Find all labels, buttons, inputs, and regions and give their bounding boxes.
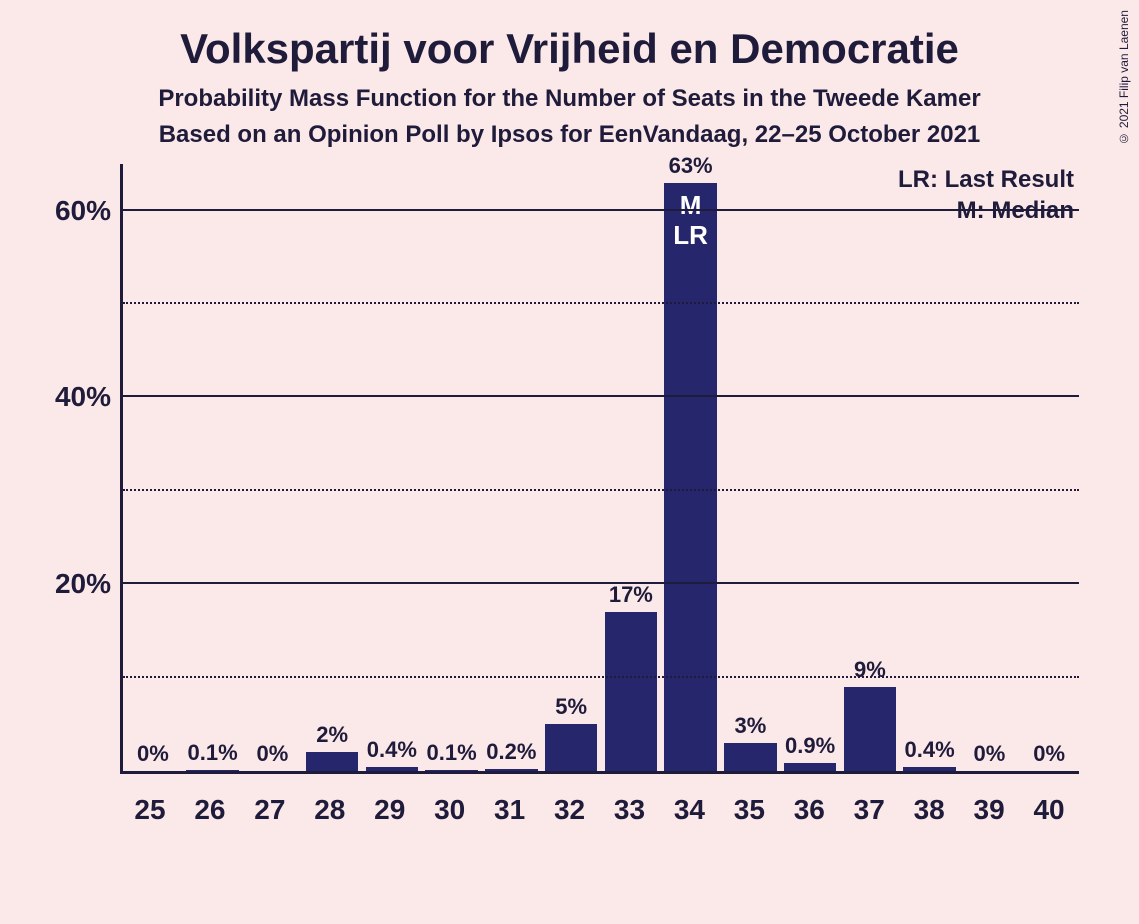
x-axis-label: 33 (600, 784, 660, 834)
x-axis-label: 36 (779, 784, 839, 834)
gridline-major: 60% (123, 209, 1079, 211)
bars-container: 0%0.1%0%2%0.4%0.1%0.2%5%17%63%MLR3%0.9%9… (123, 164, 1079, 771)
bar-value-label: 0% (256, 741, 288, 767)
bar-value-label: 0% (1033, 741, 1065, 767)
chart-subtitle-2: Based on an Opinion Poll by Ipsos for Ee… (40, 121, 1099, 149)
gridline-minor (123, 489, 1079, 491)
x-axis-label: 25 (120, 784, 180, 834)
bar-value-label: 5% (555, 694, 587, 720)
bar-slot: 63%MLR (661, 164, 721, 771)
bar: 0.4% (366, 767, 419, 771)
x-axis-label: 31 (480, 784, 540, 834)
x-axis-labels: 25262728293031323334353637383940 (120, 784, 1079, 834)
bar-slot: 5% (541, 164, 601, 771)
bar-value-label: 0.1% (188, 740, 238, 766)
bar-value-label: 0.9% (785, 733, 835, 759)
bar-slot: 0% (960, 164, 1020, 771)
x-axis-label: 34 (659, 784, 719, 834)
bar: 9% (844, 687, 897, 771)
chart-title: Volkspartij voor Vrijheid en Democratie (40, 25, 1099, 73)
bar-value-label: 63% (669, 153, 713, 179)
gridline-major: 20% (123, 582, 1079, 584)
x-axis-label: 32 (540, 784, 600, 834)
x-axis-label: 27 (240, 784, 300, 834)
bar-value-label: 17% (609, 582, 653, 608)
chart-container: © 2021 Filip van Laenen Volkspartij voor… (0, 0, 1139, 924)
bar-slot: 2% (302, 164, 362, 771)
bar-value-label: 9% (854, 657, 886, 683)
bar-slot: 0% (243, 164, 303, 771)
x-axis-label: 26 (180, 784, 240, 834)
bar: 63%MLR (664, 183, 717, 771)
bar: 2% (306, 752, 359, 771)
bar-value-label: 0.4% (367, 737, 417, 763)
bar-slot: 0.1% (183, 164, 243, 771)
x-axis-label: 29 (360, 784, 420, 834)
x-axis-label: 40 (1019, 784, 1079, 834)
bar-slot: 3% (721, 164, 781, 771)
bar: 0.4% (903, 767, 956, 771)
bar-slot: 0.4% (900, 164, 960, 771)
chart-area: LR: Last Result M: Median 0%0.1%0%2%0.4%… (120, 164, 1079, 834)
bar-slot: 0% (123, 164, 183, 771)
bar-slot: 0% (1019, 164, 1079, 771)
bar: 0.1% (186, 770, 239, 771)
bar: 17% (605, 612, 658, 771)
bar-value-label: 0% (973, 741, 1005, 767)
bar: 0.2% (485, 769, 538, 771)
bar-value-label: 0.1% (427, 740, 477, 766)
bar-value-label: 0% (137, 741, 169, 767)
bar-slot: 0.9% (780, 164, 840, 771)
y-axis-label: 40% (55, 381, 123, 413)
gridline-minor (123, 676, 1079, 678)
y-axis-label: 20% (55, 568, 123, 600)
x-axis-label: 37 (839, 784, 899, 834)
bar-value-label: 0.4% (905, 737, 955, 763)
bar-annotation: MLR (673, 191, 708, 251)
bar-annotation-line: LR (673, 221, 708, 251)
gridline-major: 40% (123, 395, 1079, 397)
bar: 5% (545, 724, 598, 771)
bar-value-label: 2% (316, 722, 348, 748)
bar-slot: 0.2% (482, 164, 542, 771)
plot-region: 0%0.1%0%2%0.4%0.1%0.2%5%17%63%MLR3%0.9%9… (120, 164, 1079, 774)
x-axis-label: 28 (300, 784, 360, 834)
bar-annotation-line: M (673, 191, 708, 221)
x-axis-label: 39 (959, 784, 1019, 834)
bar: 3% (724, 743, 777, 771)
chart-subtitle-1: Probability Mass Function for the Number… (40, 85, 1099, 113)
bar-slot: 0.4% (362, 164, 422, 771)
bar: 0.1% (425, 770, 478, 771)
bar-slot: 9% (840, 164, 900, 771)
bar-value-label: 3% (734, 713, 766, 739)
x-axis-label: 30 (420, 784, 480, 834)
bar-slot: 0.1% (422, 164, 482, 771)
bar-value-label: 0.2% (486, 739, 536, 765)
bar: 0.9% (784, 763, 837, 771)
x-axis-label: 38 (899, 784, 959, 834)
gridline-minor (123, 302, 1079, 304)
y-axis-label: 60% (55, 195, 123, 227)
x-axis-label: 35 (719, 784, 779, 834)
bar-slot: 17% (601, 164, 661, 771)
copyright-notice: © 2021 Filip van Laenen (1117, 10, 1131, 145)
